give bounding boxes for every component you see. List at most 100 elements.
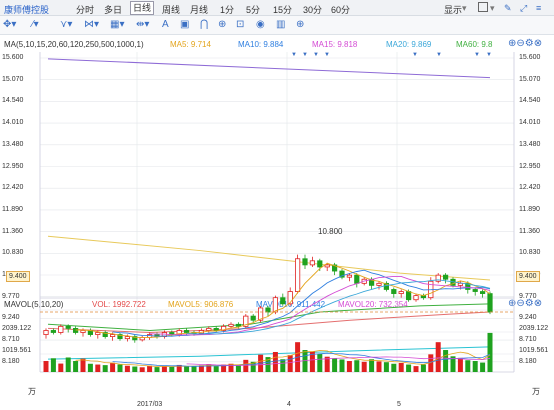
chevron-down-icon[interactable]: ▾ [462,3,467,13]
volume-bar [198,365,204,372]
price-tick-left-2: 14.540 [2,97,24,105]
vol-tick-left-0: 2039.122 [2,325,32,332]
candle-body [257,307,264,321]
candle-body [102,332,108,337]
volume-bar [110,362,116,372]
menu-icon[interactable]: ≡ [536,3,542,13]
volume-bar [339,359,345,372]
price-tick-left-1: 15.070 [2,75,24,83]
ma60-line [47,303,491,331]
x-label-may: 5 [397,401,401,408]
tab-15min[interactable]: 15分 [273,5,293,15]
volume-bar [450,356,456,372]
expand-icon[interactable]: ⤢ [520,3,528,13]
lock-icon[interactable]: ⊕ [218,19,227,30]
crosshair-icon[interactable]: ✥▾ [3,19,17,30]
price-tick-right-9: 10.830 [519,249,541,257]
settings-icons[interactable]: ⊕⊖⚙⊗ [508,38,543,49]
volume-bar [435,342,441,372]
candle-body [354,274,360,284]
candle-body [457,282,464,286]
current-price-right: 9.400 [516,271,540,282]
volume-bar [302,350,308,372]
tab-1min[interactable]: 1分 [220,5,235,15]
candle-body [65,325,71,329]
price-tick-left-5: 12.950 [2,162,24,170]
candle-body [228,323,234,327]
eye-icon[interactable]: ◉ [256,19,265,30]
volume-bar [250,361,256,372]
event-marker: ▼ [486,52,492,58]
ma1000-line [47,58,491,79]
range-tool-icon[interactable]: ⇹▾ [136,19,150,30]
high-label: 10.800 [318,227,343,236]
tab-30min[interactable]: 30分 [303,5,323,15]
volume-bar [184,366,190,372]
tab-daily[interactable]: 日线 [130,1,155,15]
event-marker: ▼ [324,52,330,58]
price-tick-right-6: 12.420 [519,184,541,192]
trash-icon[interactable]: ▥ [276,19,286,30]
lock-icon[interactable]: ⊡ [236,19,245,30]
fibonacci-tool-icon[interactable]: ▦▾ [110,19,125,30]
volume-bar [369,359,375,372]
mavol10-line [112,352,491,367]
pencil-icon[interactable]: ✎ [504,3,512,13]
candle-body [465,282,471,290]
line-tool-icon[interactable]: ⁄▾ [32,19,39,30]
volume-bar [428,354,434,372]
candle-body [132,336,138,341]
volume-bar [317,353,323,372]
volume-bar [243,359,249,372]
display-menu[interactable]: 显示 [444,5,463,15]
volume-bar [383,362,389,372]
candle-body [235,323,241,327]
volume-bar [443,350,449,372]
magnet-icon[interactable]: ⋂ [200,19,209,30]
candle-body [391,289,397,294]
price-tick-right-4: 13.480 [519,140,541,148]
chevron-down-icon[interactable]: ▾ [490,3,495,13]
image-tool-icon[interactable]: ▣ [180,19,190,30]
vol-unit-left: 万 [28,387,36,396]
tab-weekly[interactable]: 周线 [162,5,181,15]
tab-60min[interactable]: 60分 [331,5,351,15]
tab-intraday[interactable]: 分时 [76,5,95,15]
vol-tick-right-0: 2039.122 [519,325,549,332]
volume-bar [420,364,426,372]
volume-bar [161,366,167,372]
volume-bar [87,363,93,372]
tab-stock-name[interactable]: 康师傅控股 [4,5,50,15]
candle-body [250,315,256,321]
volume-bar [102,365,108,372]
mavol5-line [75,350,491,368]
tab-5min[interactable]: 5分 [246,5,261,15]
candle-body [442,274,449,280]
candle-body [95,332,101,335]
volume-bar [95,364,101,372]
volume-bar [361,361,367,372]
checkbox-icon[interactable] [478,2,488,12]
add-icon[interactable]: ⊕ [296,19,305,30]
volume-bar [287,355,293,372]
volume-bar [309,351,315,372]
candle-body [73,328,79,333]
volume-bar [58,363,64,372]
volume-bar [487,332,493,372]
candle-body [294,258,301,292]
tab-multi-day[interactable]: 多日 [104,5,123,15]
volume-bar [139,367,145,372]
price-tick-right-5: 12.950 [519,162,541,170]
volume-bar [169,366,175,372]
candle-body [110,334,116,337]
candle-body [324,264,330,268]
candle-body [243,315,249,327]
wave-tool-icon[interactable]: ⋈▾ [84,19,100,30]
text-tool-icon[interactable]: A [162,19,169,30]
channel-tool-icon[interactable]: ⋎▾ [60,19,73,30]
candle-body [331,264,338,272]
tab-monthly[interactable]: 月线 [190,5,209,15]
vol-settings-icons[interactable]: ⊕⊖⚙⊗ [508,298,543,309]
price-tick-right-14: 8.180 [519,357,537,365]
